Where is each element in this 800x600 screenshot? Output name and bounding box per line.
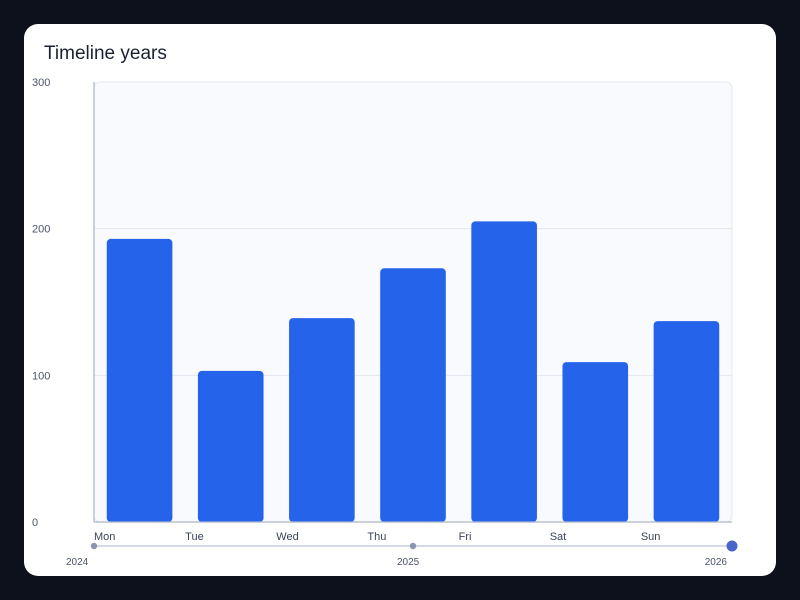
bar-wed[interactable] — [289, 318, 355, 522]
y-tick-label: 100 — [32, 370, 50, 382]
x-tick-label: Sun — [641, 531, 661, 543]
x-tick-label: Tue — [185, 531, 204, 543]
x-tick-label: Thu — [367, 531, 386, 543]
y-tick-label: 300 — [32, 77, 50, 89]
timeline-handle[interactable] — [726, 540, 738, 552]
bar-tue[interactable] — [197, 370, 264, 522]
timeline-label: 2025 — [397, 557, 420, 568]
x-tick-label: Wed — [276, 531, 298, 543]
timeline-stop[interactable] — [409, 542, 417, 550]
timeline-label: 2026 — [705, 557, 728, 568]
x-axis-labels: Mon Tue Wed Thu Fri Sat Sun — [94, 531, 660, 543]
y-axis-ticks: 0 100 200 300 — [32, 77, 50, 529]
bar-sat[interactable] — [562, 362, 629, 522]
y-tick-label: 0 — [32, 517, 38, 529]
x-tick-label: Fri — [459, 531, 472, 543]
chart-title: Timeline years — [44, 43, 167, 64]
timeline-label: 2024 — [66, 557, 89, 568]
bar-mon[interactable] — [106, 238, 173, 522]
chart-card: Timeline years 0 100 200 300 Mon Tue Wed Thu Fr… — [24, 24, 776, 576]
x-tick-label: Sat — [550, 531, 567, 543]
bar-fri[interactable] — [471, 221, 537, 523]
y-tick-label: 200 — [32, 224, 50, 236]
x-tick-label: Mon — [94, 531, 115, 543]
timeline-stop[interactable] — [90, 542, 98, 550]
bars — [106, 221, 720, 523]
bar-thu[interactable] — [380, 268, 446, 522]
bar-sun[interactable] — [653, 321, 720, 522]
timeline-slider[interactable]: 2024 2025 2026 — [66, 540, 738, 569]
